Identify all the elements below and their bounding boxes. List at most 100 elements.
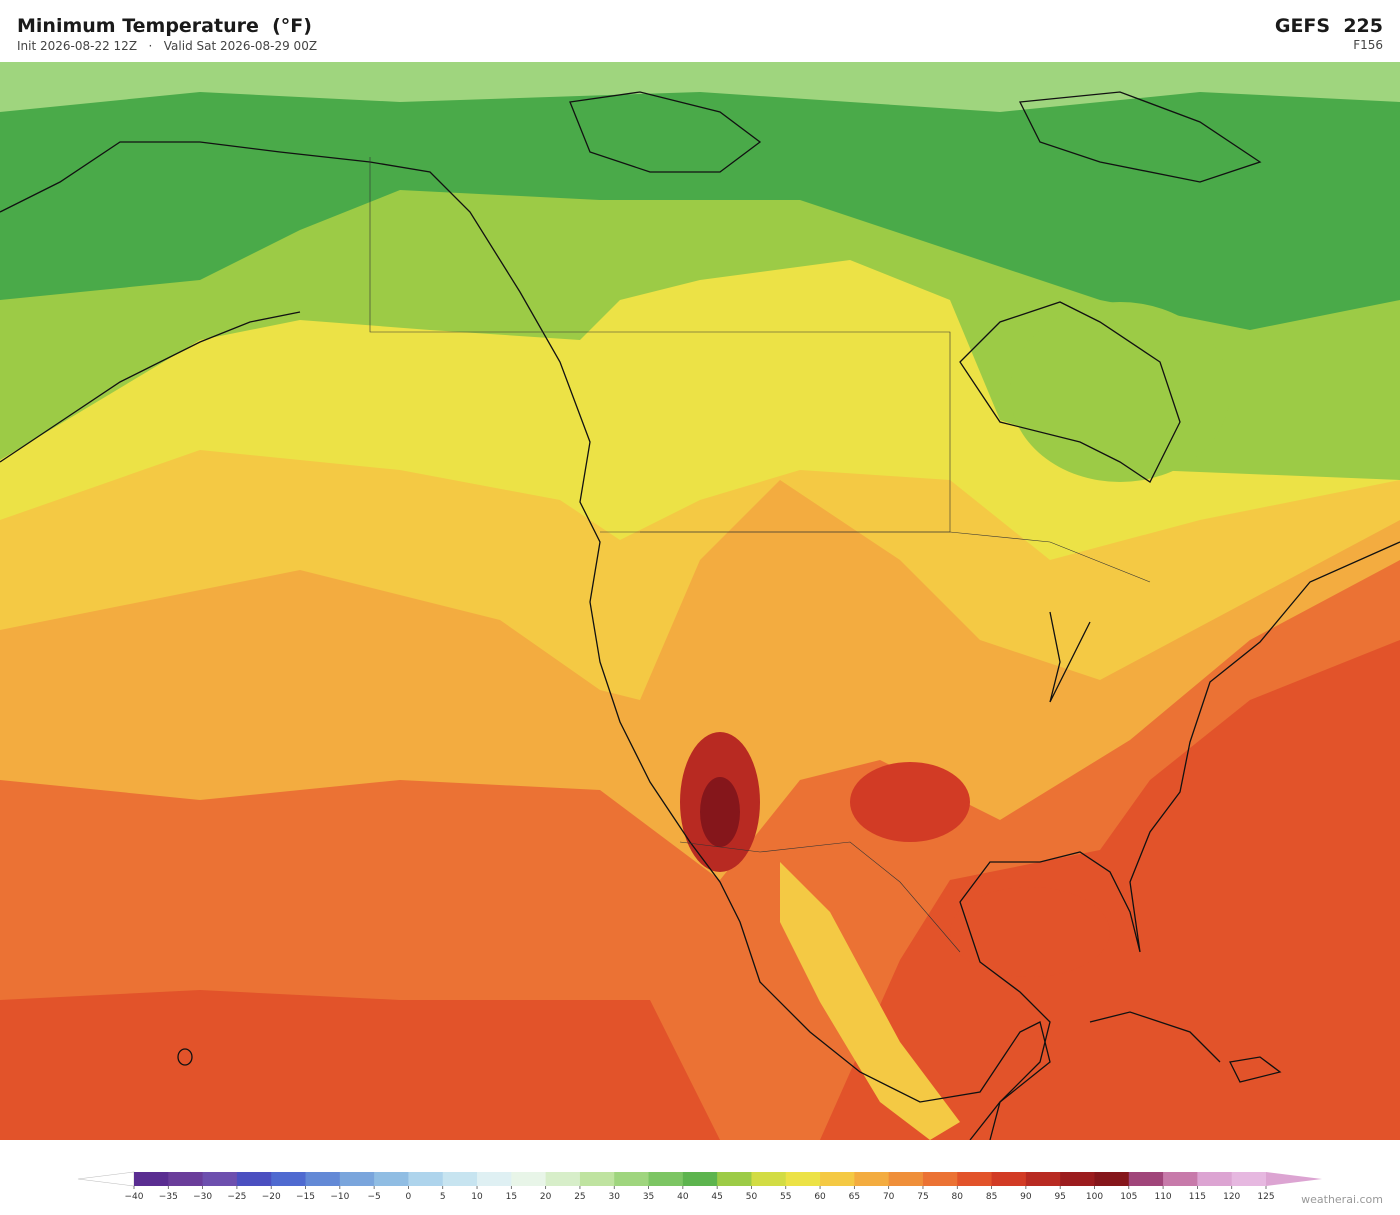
- colorbar-tick-label: 15: [506, 1192, 517, 1202]
- colorbar-segment: [271, 1172, 307, 1186]
- colorbar-tick-label: 25: [574, 1192, 585, 1202]
- borders: [369, 157, 1151, 953]
- forecast-hour: F156: [1353, 38, 1383, 52]
- colorbar-segment: [339, 1172, 375, 1186]
- colorbar-segment: [785, 1172, 821, 1186]
- colorbar-tick-label: 80: [952, 1192, 964, 1202]
- colorbar-segment: [374, 1172, 409, 1186]
- colorbar-segment: [888, 1172, 924, 1186]
- colorbar-tick-label: 85: [986, 1192, 997, 1202]
- coastline: [959, 541, 1400, 1140]
- colorbar-segment: [305, 1172, 341, 1186]
- coastline: [959, 301, 1181, 483]
- colorbar-tick-label: 50: [746, 1192, 758, 1202]
- coastline: [1018, 91, 1262, 183]
- colorbar-tick-label: 30: [609, 1192, 621, 1202]
- colorbar-segment: [991, 1172, 1027, 1186]
- colorbar-segment: [682, 1172, 718, 1186]
- colorbar-tick-label: 60: [814, 1192, 826, 1202]
- coastline: [569, 91, 762, 173]
- colorbar-segment: [1128, 1172, 1164, 1186]
- colorbar-segment: [854, 1172, 890, 1186]
- colorbar-segment: [957, 1172, 993, 1186]
- colorbar-tick-label: 105: [1120, 1192, 1137, 1202]
- colorbar-tick-label: 40: [677, 1192, 689, 1202]
- map-title: Minimum Temperature (°F): [17, 15, 312, 37]
- init-time: Init 2026-08-22 12Z: [17, 39, 138, 53]
- colorbar-segment: [1197, 1172, 1233, 1186]
- temp-zone: [1010, 302, 1230, 482]
- colorbar-tick-label: 100: [1086, 1192, 1103, 1202]
- colorbar-tick-label: 125: [1257, 1192, 1274, 1202]
- colorbar-segment: [648, 1172, 684, 1186]
- colorbar-tick-label: 115: [1189, 1192, 1206, 1202]
- valid-time: Valid Sat 2026-08-29 00Z: [163, 39, 318, 53]
- colorbar: −40 −35 −30 −25 −20 −15 −10 −5 0 5 10 15 20 25 30 35 40 4…: [77, 1171, 1322, 1202]
- colorbar-tick-label: 10: [471, 1192, 483, 1202]
- colorbar-tick-label: 70: [883, 1192, 895, 1202]
- colorbar-tick-label: 55: [780, 1192, 791, 1202]
- subtitle: Init 2026-08-22 12Z · Valid Sat 2026-08-…: [17, 39, 317, 53]
- colorbar-tick-label: 0: [406, 1192, 412, 1202]
- temp-zone: [700, 777, 740, 847]
- colorbar-tick-label: 110: [1154, 1192, 1171, 1202]
- header: Minimum Temperature (°F) Init 2026-08-22…: [0, 0, 1400, 62]
- colorbar-segment: [1231, 1172, 1267, 1186]
- watermark: weatherai.com: [1301, 1193, 1383, 1206]
- colorbar-tick-label: −35: [159, 1192, 178, 1202]
- temp-zone: [950, 887, 1110, 977]
- colorbar-tick-label: 45: [711, 1192, 722, 1202]
- temp-zone: [780, 862, 960, 1140]
- colorbar-segment: [922, 1172, 958, 1186]
- colorbar-segment: [168, 1172, 204, 1186]
- temp-zone: [0, 62, 1400, 330]
- model-name: GEFS 225: [1274, 15, 1383, 37]
- separator: ·: [148, 39, 153, 53]
- colorbar-segment: [408, 1172, 444, 1186]
- colorbar-tick-label: 20: [540, 1192, 552, 1202]
- colorbar-tick-label: 5: [440, 1192, 446, 1202]
- colorbar-under: [77, 1171, 135, 1187]
- colorbar-segment: [477, 1172, 512, 1186]
- colorbar-tick-label: 95: [1054, 1192, 1065, 1202]
- colorbar-segment: [1163, 1172, 1198, 1186]
- colorbar-tick-label: −30: [193, 1192, 212, 1202]
- border: [679, 841, 961, 953]
- coastline: [0, 311, 301, 463]
- colorbar-over: [1266, 1172, 1322, 1186]
- temp-zone: [850, 762, 970, 842]
- coastline: [177, 1048, 193, 1066]
- colorbar-segment: [820, 1172, 855, 1186]
- colorbar-tick-label: 35: [643, 1192, 654, 1202]
- colorbar-segment: [442, 1172, 478, 1186]
- colorbar-segment: [751, 1172, 787, 1186]
- colorbar-segment: [1060, 1172, 1095, 1186]
- colorbar-tick-label: −10: [330, 1192, 349, 1202]
- colorbar-segment: [1025, 1172, 1061, 1186]
- coastline: [1089, 1011, 1221, 1063]
- colorbar-tick-label: −5: [367, 1192, 380, 1202]
- colorbar-segment: [134, 1172, 169, 1186]
- colorbar-segment: [614, 1172, 650, 1186]
- colorbar-segment: [511, 1172, 547, 1186]
- map: [0, 62, 1400, 1140]
- colorbar-tick-label: 75: [917, 1192, 928, 1202]
- colorbar-tick-label: −40: [125, 1192, 144, 1202]
- colorbar-tick-label: −20: [262, 1192, 281, 1202]
- colorbar-tick-label: 120: [1223, 1192, 1240, 1202]
- colorbar-tick-label: 90: [1020, 1192, 1032, 1202]
- colorbar-tick-label: −15: [296, 1192, 315, 1202]
- colorbar-segment: [1094, 1172, 1130, 1186]
- colorbar-segment: [202, 1172, 238, 1186]
- coastline: [1229, 1056, 1282, 1083]
- border: [600, 531, 1151, 583]
- coastline: [1049, 611, 1091, 703]
- colorbar-segment: [579, 1172, 615, 1186]
- colorbar-tick-label: 65: [849, 1192, 860, 1202]
- colorbar-segment: [545, 1172, 581, 1186]
- colorbar-segment: [236, 1172, 272, 1186]
- colorbar-segment: [717, 1172, 752, 1186]
- colorbar-tick-label: −25: [227, 1192, 246, 1202]
